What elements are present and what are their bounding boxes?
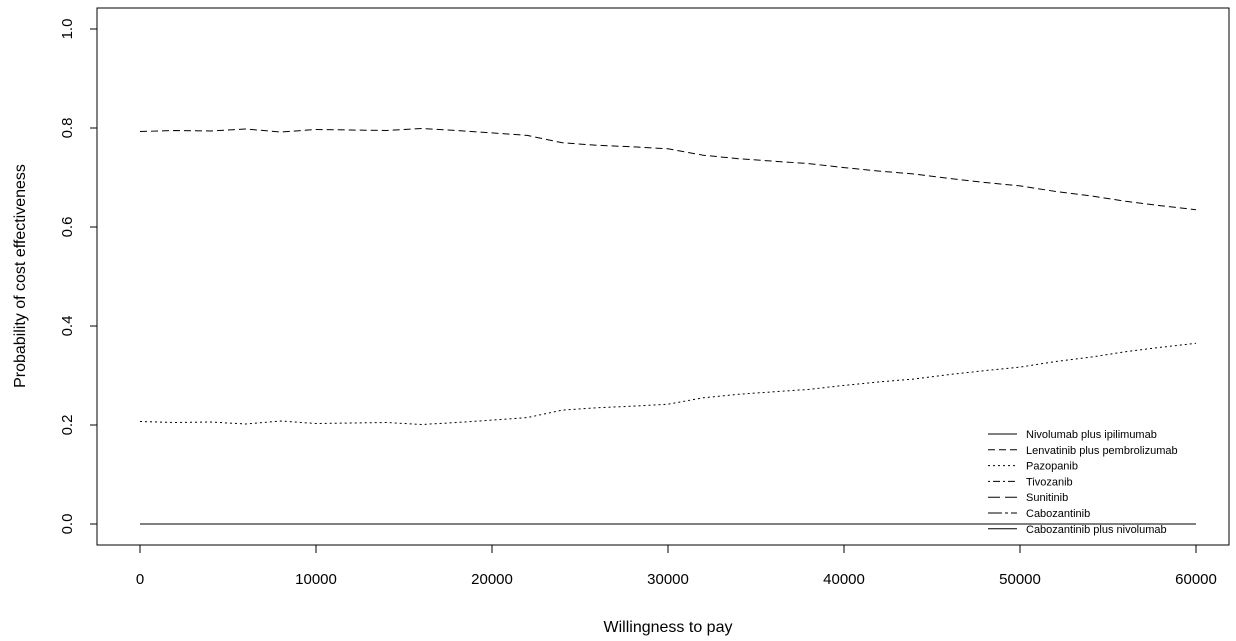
legend-label: Cabozantinib (1026, 508, 1090, 520)
x-tick-label: 60000 (1175, 571, 1217, 588)
x-tick-label: 20000 (471, 571, 513, 588)
plot-frame (96, 7, 1230, 546)
y-tick-label: 0.2 (59, 415, 76, 436)
y-tick-label: 0.0 (59, 514, 76, 535)
legend-label: Lenvatinib plus pembrolizumab (1026, 445, 1178, 457)
x-axis-title: Willingness to pay (604, 619, 733, 636)
legend-label: Cabozantinib plus nivolumab (1026, 524, 1167, 536)
x-tick-label: 0 (136, 571, 144, 588)
y-axis: 0.0 0.2 0.4 0.6 0.8 1.0 (59, 19, 97, 535)
x-axis: 0 10000 20000 30000 40000 50000 60000 (136, 545, 1217, 588)
legend-label: Tivozanib (1026, 476, 1073, 488)
series-line-1 (139, 127, 1197, 211)
legend-label: Sunitinib (1026, 492, 1068, 504)
series-lines (139, 127, 1197, 525)
legend-label: Pazopanib (1026, 461, 1078, 473)
legend: Nivolumab plus ipilimumab Lenvatinib plus… (988, 429, 1178, 536)
x-tick-label: 30000 (647, 571, 689, 588)
x-tick-label: 50000 (999, 571, 1041, 588)
legend-label: Nivolumab plus ipilimumab (1026, 429, 1157, 441)
y-tick-label: 0.6 (59, 217, 76, 238)
x-tick-label: 40000 (823, 571, 865, 588)
x-tick-label: 10000 (295, 571, 337, 588)
series-line-2 (139, 342, 1197, 426)
y-tick-label: 1.0 (59, 19, 76, 40)
y-axis-title: Probability of cost effectiveness (12, 164, 29, 388)
y-tick-label: 0.8 (59, 118, 76, 139)
y-tick-label: 0.4 (59, 316, 76, 337)
